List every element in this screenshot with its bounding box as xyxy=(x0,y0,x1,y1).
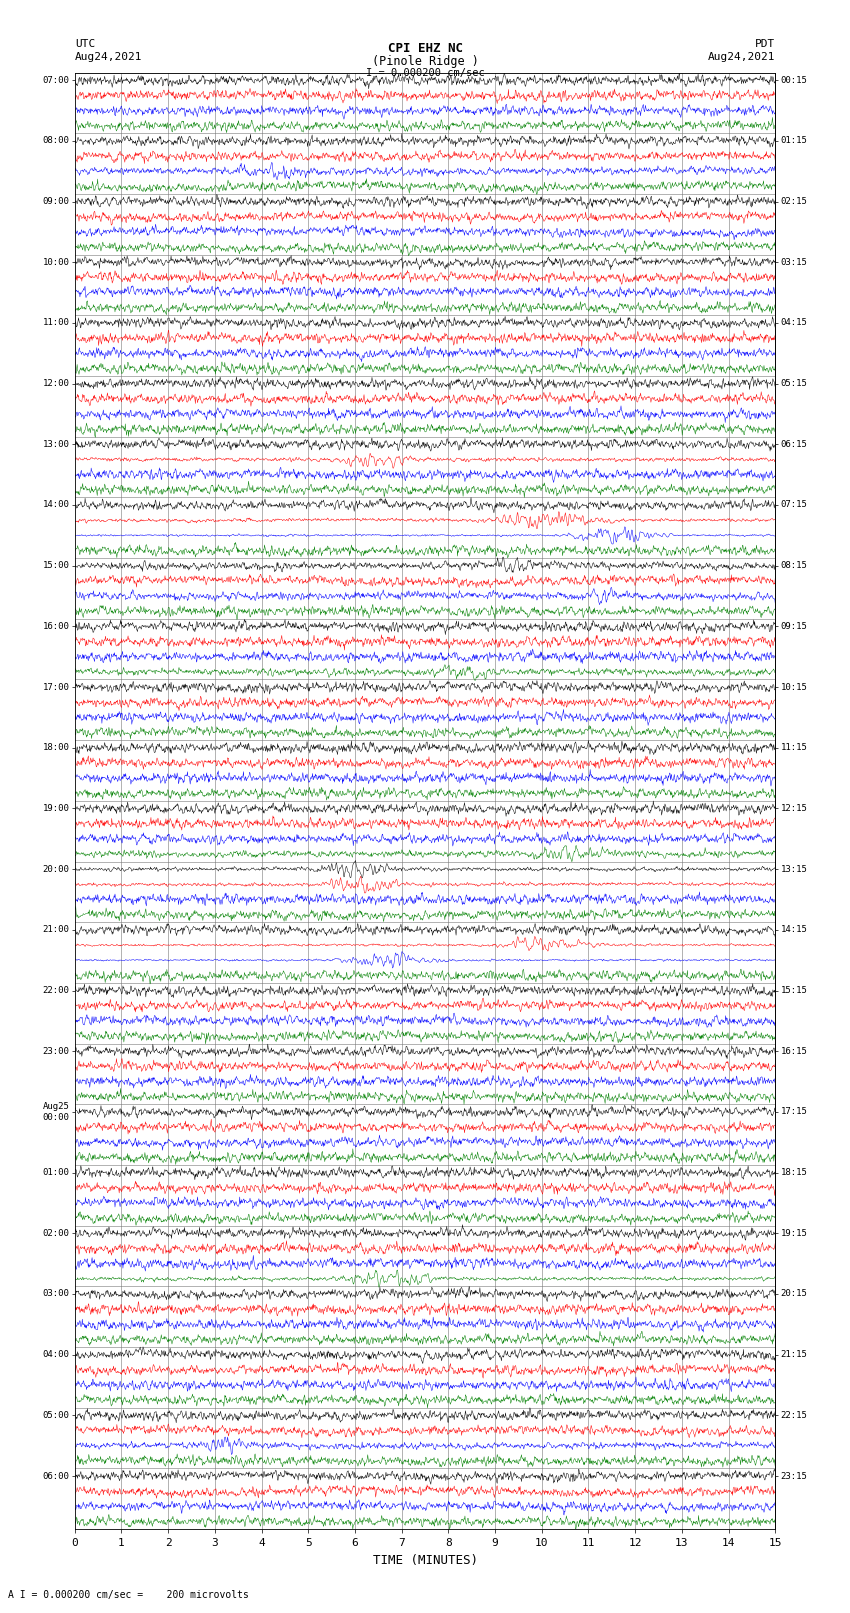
Text: A I = 0.000200 cm/sec =    200 microvolts: A I = 0.000200 cm/sec = 200 microvolts xyxy=(8,1590,249,1600)
Text: Aug24,2021: Aug24,2021 xyxy=(708,52,775,61)
Text: Aug24,2021: Aug24,2021 xyxy=(75,52,142,61)
Text: I = 0.000200 cm/sec: I = 0.000200 cm/sec xyxy=(366,68,484,77)
X-axis label: TIME (MINUTES): TIME (MINUTES) xyxy=(372,1553,478,1566)
Text: CPI EHZ NC: CPI EHZ NC xyxy=(388,42,462,55)
Text: (Pinole Ridge ): (Pinole Ridge ) xyxy=(371,55,479,68)
Text: UTC: UTC xyxy=(75,39,95,48)
Text: PDT: PDT xyxy=(755,39,775,48)
